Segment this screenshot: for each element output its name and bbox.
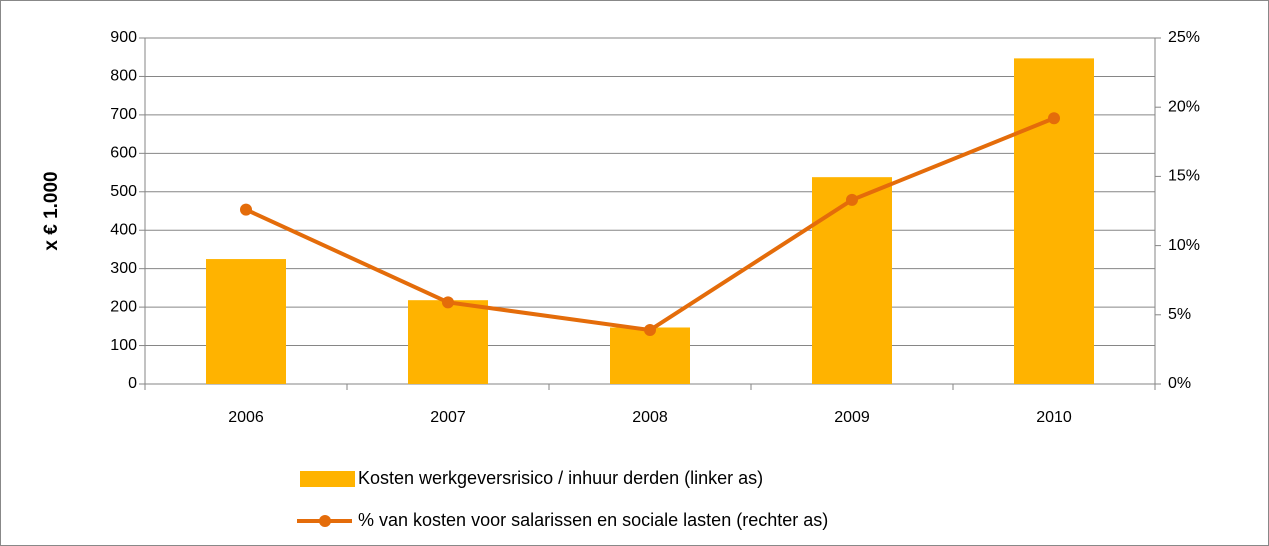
y-tick-label: 500 (110, 183, 137, 200)
line-marker (442, 296, 454, 309)
bar (812, 177, 892, 384)
legend-label: Kosten werkgeversrisico / inhuur derden … (358, 468, 763, 488)
line-marker (846, 193, 858, 206)
y-tick-label: 200 (110, 298, 137, 315)
y-tick-label: 100 (110, 337, 137, 354)
line-marker (240, 203, 252, 216)
legend-label: % van kosten voor salarissen en sociale … (358, 510, 828, 530)
line-marker (1048, 112, 1060, 125)
y2-tick-label: 20% (1168, 98, 1200, 115)
x-tick-label: 2009 (834, 409, 870, 426)
y-tick-label: 400 (110, 221, 137, 238)
line-marker (644, 324, 656, 337)
y2-tick-label: 10% (1168, 237, 1200, 254)
y-tick-label: 300 (110, 260, 137, 277)
y2-tick-label: 5% (1168, 306, 1191, 323)
y2-tick-label: 25% (1168, 29, 1200, 46)
x-tick-label: 2007 (430, 409, 466, 426)
y2-tick-label: 15% (1168, 168, 1200, 185)
bar (206, 259, 286, 384)
y2-tick-label: 0% (1168, 375, 1191, 392)
bar (610, 327, 690, 384)
bar (1014, 58, 1094, 385)
legend-marker (319, 515, 331, 527)
y-tick-label: 800 (110, 68, 137, 85)
y-tick-label: 900 (110, 29, 137, 46)
y-tick-label: 0 (128, 375, 137, 392)
y-tick-label: 700 (110, 106, 137, 123)
legend-swatch (300, 471, 355, 487)
x-tick-label: 2006 (228, 409, 264, 426)
x-tick-label: 2010 (1036, 409, 1072, 426)
y-tick-label: 600 (110, 145, 137, 162)
y-axis-label: x € 1.000 (41, 171, 62, 250)
x-tick-label: 2008 (632, 409, 668, 426)
bar (408, 300, 488, 384)
